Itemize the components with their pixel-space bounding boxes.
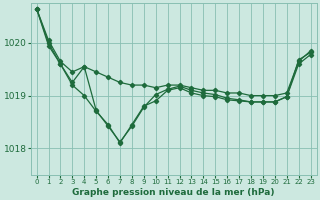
X-axis label: Graphe pression niveau de la mer (hPa): Graphe pression niveau de la mer (hPa)	[72, 188, 275, 197]
